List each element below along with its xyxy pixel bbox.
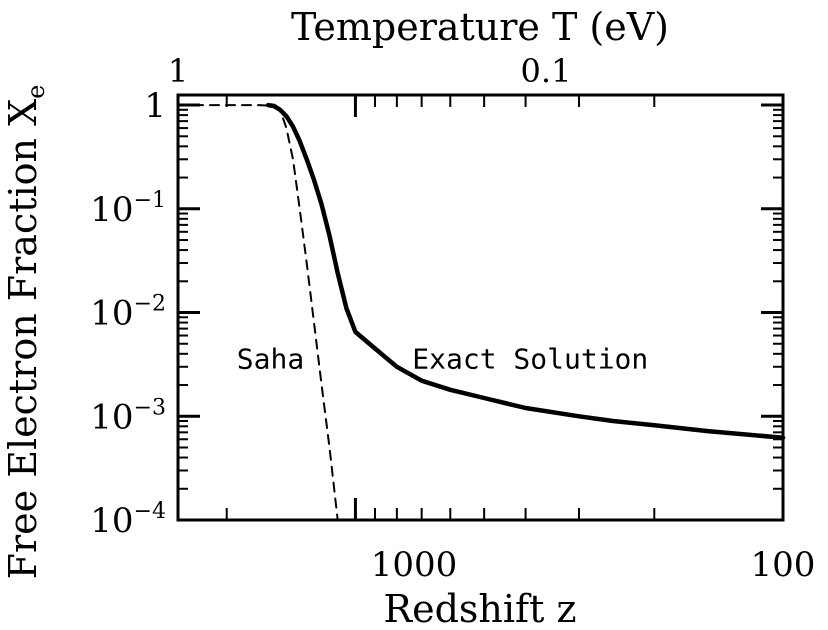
y-axis-title-subscript: e	[22, 85, 50, 99]
exact-solution-curve	[265, 102, 786, 441]
annotation-exact-solution: Exact Solution	[412, 343, 648, 376]
y-tick-label: 1	[144, 86, 166, 126]
y-tick-label: 10−2	[90, 292, 166, 334]
y-tick-label-exponent: −2	[134, 292, 166, 317]
annotation-saha: Saha	[237, 343, 304, 376]
y-tick-label-base: 1	[144, 86, 166, 126]
y-tick-label: 10−3	[90, 395, 166, 437]
y-tick-label-exponent: −1	[134, 188, 166, 213]
y-tick-label: 10−4	[90, 499, 166, 541]
y-tick-label-base: 10	[90, 294, 133, 334]
plot-area-border	[176, 93, 785, 522]
top-tick-label-1: 1	[168, 52, 188, 90]
y-tick-label-base: 10	[90, 190, 133, 230]
top-tick-label-0-1: 0.1	[521, 52, 572, 90]
y-tick-label-base: 10	[90, 501, 133, 541]
y-axis-title: Free Electron Fraction Xe	[1, 85, 50, 580]
y-tick-label-exponent: −3	[134, 395, 166, 420]
minor-ticks	[178, 95, 783, 520]
x-tick-label-100: 100	[751, 545, 816, 585]
y-tick-label: 10−1	[90, 188, 166, 230]
top-axis-title: Temperature T (eV)	[291, 5, 669, 49]
y-tick-label-exponent: −4	[134, 499, 166, 524]
x-tick-label-1000: 1000	[371, 545, 458, 585]
series-layer	[177, 102, 786, 521]
major-ticks	[178, 95, 785, 522]
y-axis-title-main: Free Electron Fraction X	[1, 99, 45, 580]
saha-curve	[177, 104, 339, 521]
x-axis-title: Redshift z	[384, 587, 577, 630]
y-tick-labels: 110−110−210−310−4	[90, 86, 166, 541]
svg-text:Free Electron Fraction Xe: Free Electron Fraction Xe	[1, 85, 50, 580]
y-tick-label-base: 10	[90, 397, 133, 437]
plot-frame	[176, 93, 785, 522]
